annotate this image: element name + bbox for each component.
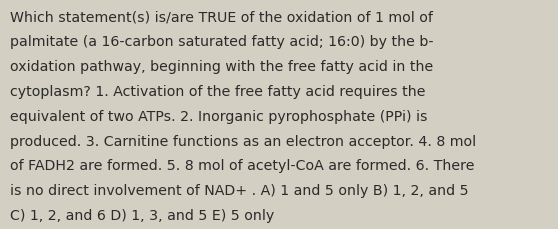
Text: palmitate (a 16-carbon saturated fatty acid; 16:0) by the b-: palmitate (a 16-carbon saturated fatty a… <box>10 35 434 49</box>
Text: of FADH2 are formed. 5. 8 mol of acetyl-CoA are formed. 6. There: of FADH2 are formed. 5. 8 mol of acetyl-… <box>10 159 474 173</box>
Text: C) 1, 2, and 6 D) 1, 3, and 5 E) 5 only: C) 1, 2, and 6 D) 1, 3, and 5 E) 5 only <box>10 208 275 222</box>
Text: produced. 3. Carnitine functions as an electron acceptor. 4. 8 mol: produced. 3. Carnitine functions as an e… <box>10 134 476 148</box>
Text: is no direct involvement of NAD+ . A) 1 and 5 only B) 1, 2, and 5: is no direct involvement of NAD+ . A) 1 … <box>10 183 469 197</box>
Text: oxidation pathway, beginning with the free fatty acid in the: oxidation pathway, beginning with the fr… <box>10 60 434 74</box>
Text: equivalent of two ATPs. 2. Inorganic pyrophosphate (PPi) is: equivalent of two ATPs. 2. Inorganic pyr… <box>10 109 427 123</box>
Text: Which statement(s) is/are TRUE of the oxidation of 1 mol of: Which statement(s) is/are TRUE of the ox… <box>10 10 433 24</box>
Text: cytoplasm? 1. Activation of the free fatty acid requires the: cytoplasm? 1. Activation of the free fat… <box>10 85 426 98</box>
